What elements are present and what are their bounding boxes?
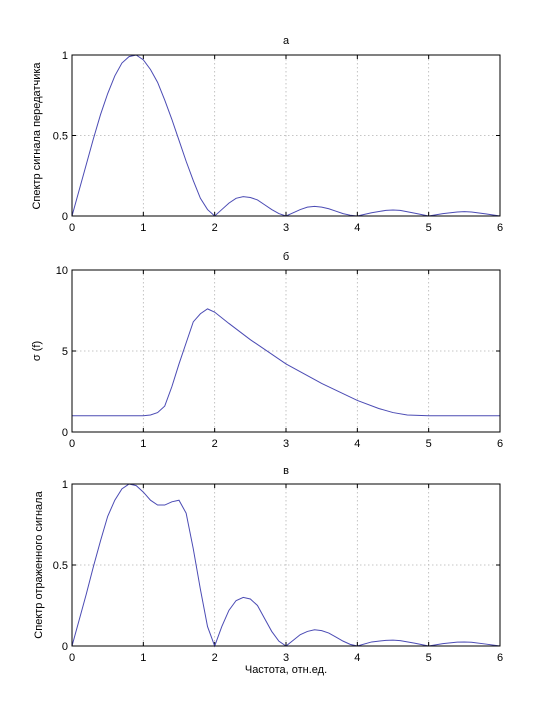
subplot-a-xtick-label: 6 (497, 222, 503, 234)
subplot-a-series (71, 54, 501, 217)
subplot-a: а Спектр сигнала передатчика 0 1 2 3 4 5 6 0 0.5… (31, 35, 503, 234)
subplot-b-ticks: 0 1 2 3 4 5 6 0 5 10 (56, 265, 503, 450)
subplot-c-ylabel: Спектр отраженного сигнала (33, 490, 45, 638)
subplot-a-ticks: 0 1 2 3 4 5 6 0 0.5 1 (53, 50, 503, 234)
subplot-a-xtick-label: 1 (140, 222, 146, 234)
subplot-a-title: а (283, 35, 290, 47)
subplot-b-series (72, 308, 500, 417)
subplot-c-ytick-label: 0.5 (53, 560, 68, 572)
subplot-c: в Спектр отраженного сигнала 0 1 2 3 4 5 6 0 0.5… (33, 465, 503, 676)
subplot-c-xtick-label: 6 (497, 652, 503, 664)
subplot-b-xtick-label: 5 (426, 438, 432, 450)
subplot-c-ytick-label: 1 (62, 479, 68, 491)
subplot-a-xtick-label: 4 (354, 222, 360, 234)
subplot-a-ytick-label: 1 (62, 50, 68, 62)
subplot-a-grid (72, 55, 500, 216)
subplot-b-xtick-label: 6 (497, 438, 503, 450)
subplot-a-xtick-label: 5 (426, 222, 432, 234)
subplot-c-xlabel: Частота, отн.ед. (245, 664, 327, 676)
subplot-c-ytick-label: 0 (62, 641, 68, 653)
subplot-c-series-line (71, 483, 501, 648)
subplot-b-grid (72, 270, 500, 432)
subplot-a-series-line (71, 54, 501, 217)
subplot-b-xtick-label: 4 (354, 438, 360, 450)
subplot-a-ylabel: Спектр сигнала передатчика (31, 62, 43, 210)
subplot-a-xtick-label: 2 (212, 222, 218, 234)
subplot-c-xtick-label: 1 (140, 652, 146, 664)
subplot-c-axes-box (71, 483, 501, 647)
subplot-b-axes-box (71, 269, 501, 433)
subplot-c-xtick-label: 5 (426, 652, 432, 664)
subplot-b-ytick-label: 0 (62, 427, 68, 439)
subplot-c-xtick-label: 3 (283, 652, 289, 664)
subplot-a-xtick-label: 0 (69, 222, 75, 234)
subplot-a-ytick-label: 0.5 (53, 131, 68, 143)
subplot-b-ytick-label: 10 (56, 265, 68, 277)
subplot-b-xtick-label: 1 (140, 438, 146, 450)
subplot-b-title: б (283, 251, 289, 263)
subplot-c-xtick-label: 2 (212, 652, 218, 664)
subplot-b-ylabel: σ (f) (31, 341, 43, 361)
subplot-c-series (71, 483, 501, 648)
subplot-c-title: в (283, 465, 289, 477)
subplot-a-axes-box (71, 54, 501, 217)
subplot-c-xtick-label: 4 (354, 652, 360, 664)
subplot-c-grid (72, 484, 500, 646)
subplot-b: б σ (f) 0 1 2 3 4 5 6 0 5 10 (31, 251, 503, 450)
subplot-c-xtick-label: 0 (69, 652, 75, 664)
subplot-b-xtick-label: 2 (212, 438, 218, 450)
subplot-a-ytick-label: 0 (62, 211, 68, 223)
subplot-c-ticks: 0 1 2 3 4 5 6 0 0.5 1 (53, 479, 503, 664)
subplot-b-ytick-label: 5 (62, 346, 68, 358)
subplot-b-series-line (72, 308, 500, 417)
subplot-b-xtick-label: 3 (283, 438, 289, 450)
subplot-b-xtick-label: 0 (69, 438, 75, 450)
subplot-a-xtick-label: 3 (283, 222, 289, 234)
